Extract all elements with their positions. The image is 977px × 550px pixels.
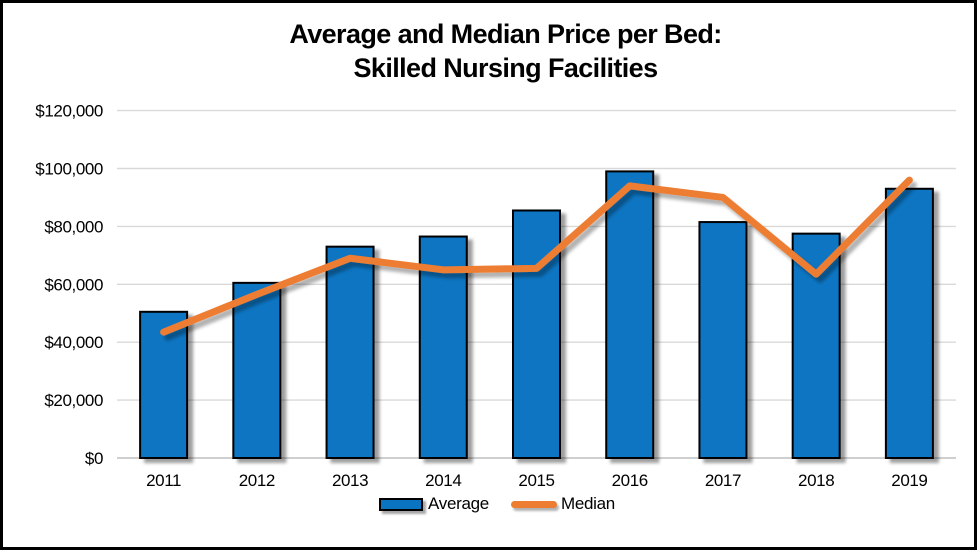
bar-2012 [232, 281, 282, 460]
bars-group [139, 170, 934, 460]
x-tick-label: 2018 [798, 471, 834, 490]
median-line-group [160, 176, 913, 336]
bar-2017 [698, 221, 748, 459]
x-tick-label: 2015 [518, 471, 554, 490]
chart-title-line1: Average and Median Price per Bed: [289, 19, 722, 49]
bar-2011 [139, 310, 189, 459]
x-tick-label: 2013 [332, 471, 368, 490]
legend: Average Median [3, 494, 974, 514]
chart-plot: $0 $20,000 $40,000 $60,000 $80,000 $100,000 $1… [35, 102, 956, 490]
y-tick-label: $20,000 [44, 391, 103, 410]
x-tick-label: 2019 [891, 471, 927, 490]
y-axis-labels-group: $0 $20,000 $40,000 $60,000 $80,000 $100,000 $1… [35, 102, 103, 468]
x-tick-label: 2017 [705, 471, 741, 490]
x-tick-label: 2014 [425, 471, 461, 490]
y-tick-label: $100,000 [35, 160, 103, 179]
legend-average-bar-swatch-icon [379, 497, 424, 511]
legend-median-line-swatch-icon [510, 500, 557, 508]
bar-2013 [325, 245, 375, 459]
x-tick-label: 2016 [612, 471, 648, 490]
x-tick-label: 2012 [239, 471, 275, 490]
x-tick-label: 2011 [146, 471, 181, 490]
median-line [160, 176, 913, 336]
y-tick-label: $0 [85, 449, 103, 468]
y-tick-label: $80,000 [44, 217, 103, 236]
y-tick-label: $40,000 [44, 333, 103, 352]
legend-item-average: Average [379, 494, 489, 514]
bar-2015 [512, 209, 561, 459]
chart-title-line2: Skilled Nursing Facilities [353, 53, 659, 83]
y-tick-label: $60,000 [44, 275, 103, 294]
x-axis-labels-group: 2011 2012 2013 2014 2015 2016 2017 2018 2019 [146, 471, 928, 490]
bar-2018 [791, 232, 841, 459]
legend-average-label: Average [428, 494, 489, 513]
bar-2019 [884, 187, 934, 459]
legend-item-median: Median [510, 494, 615, 514]
legend-median-label: Median [560, 494, 615, 513]
chart-title: Average and Median Price per Bed: Skille… [3, 17, 974, 85]
bar-2014 [418, 235, 468, 459]
bar-2016 [605, 170, 655, 460]
y-tick-label: $120,000 [35, 102, 103, 121]
